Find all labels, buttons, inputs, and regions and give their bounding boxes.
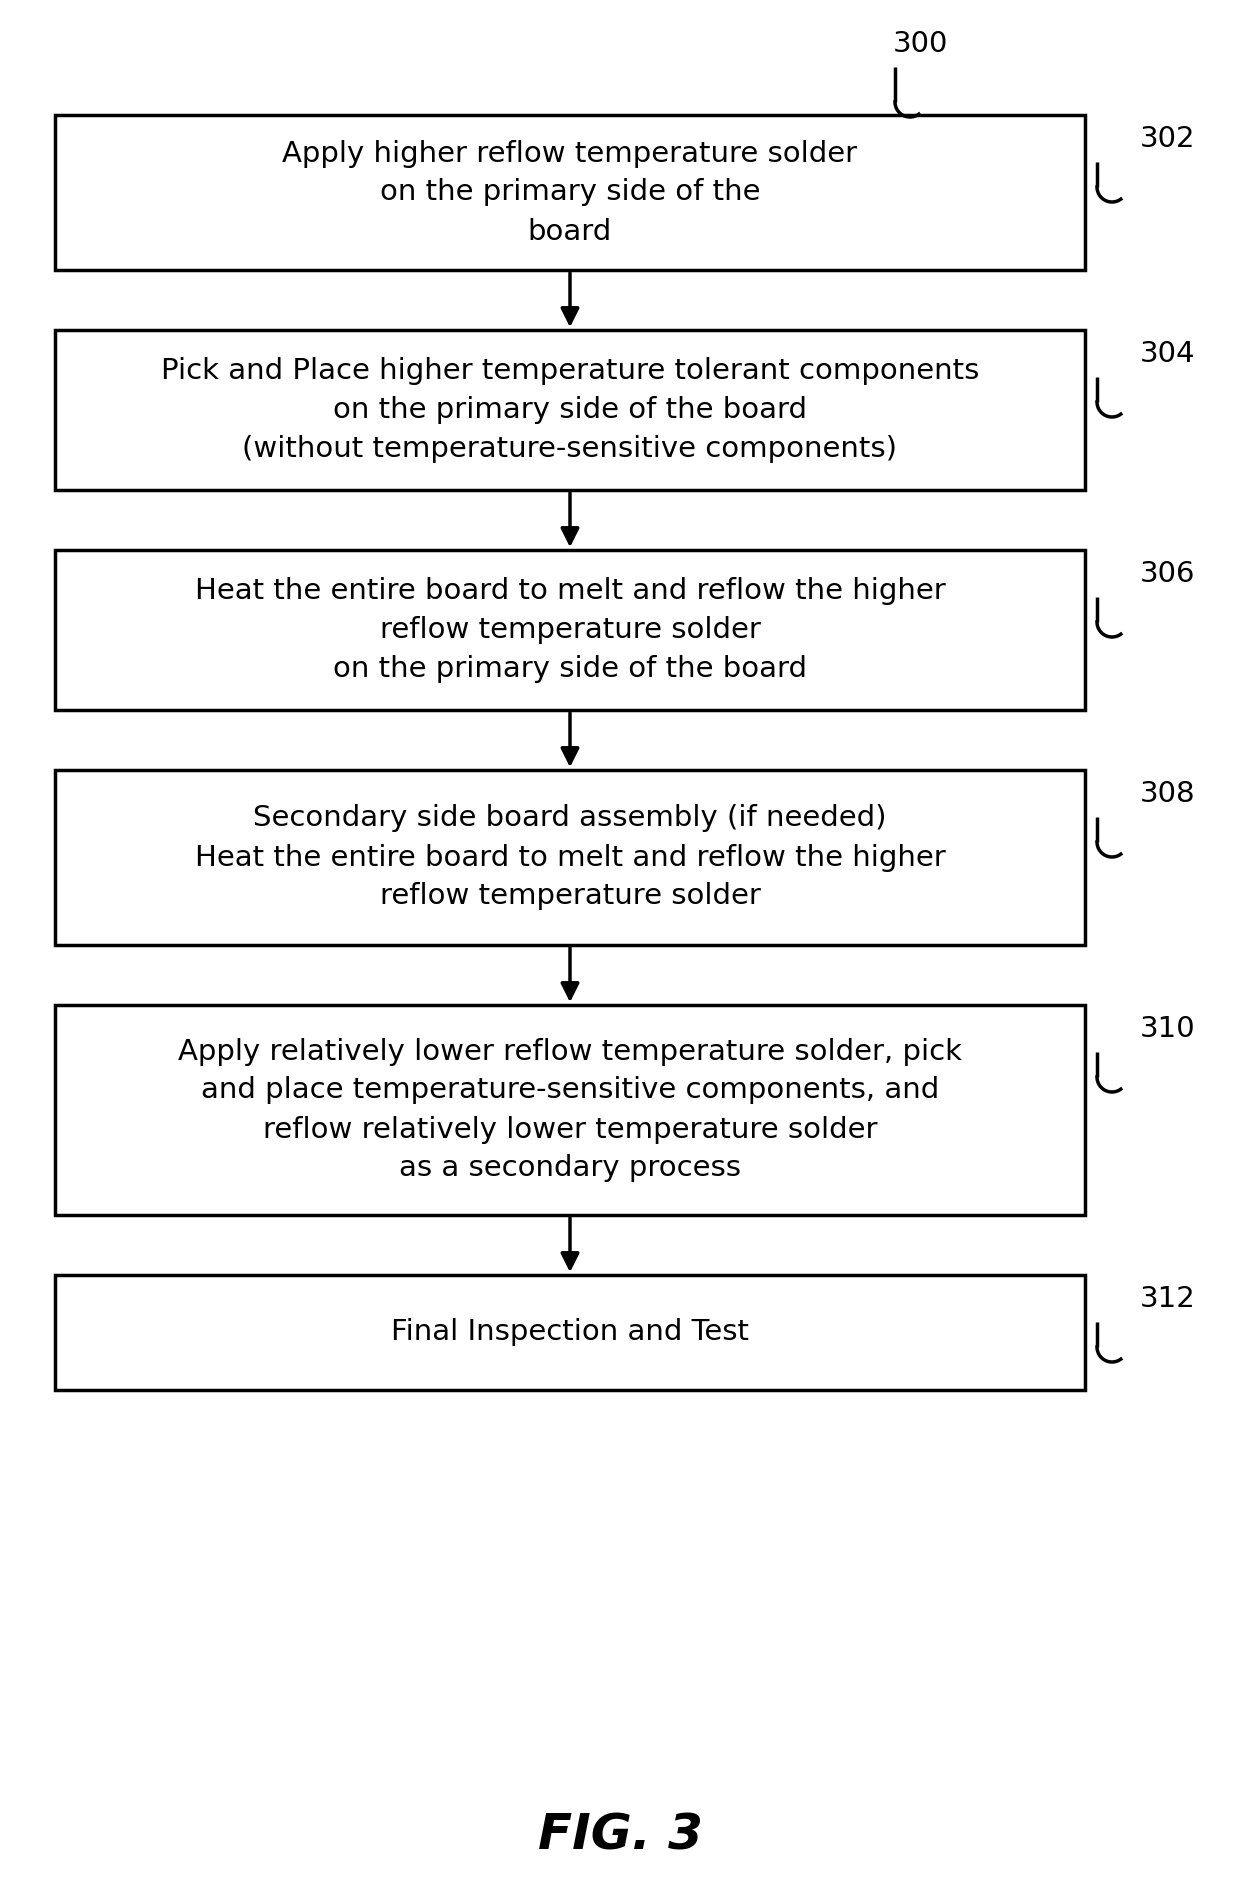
Text: 310: 310 xyxy=(1140,1016,1195,1042)
Bar xyxy=(55,1275,1085,1391)
Text: Apply higher reflow temperature solder
on the primary side of the
board: Apply higher reflow temperature solder o… xyxy=(283,140,858,246)
Text: Pick and Place higher temperature tolerant components
on the primary side of the: Pick and Place higher temperature tolera… xyxy=(161,356,980,462)
Bar xyxy=(55,769,1085,946)
Bar xyxy=(55,550,1085,711)
Text: 312: 312 xyxy=(1140,1285,1195,1313)
Text: 308: 308 xyxy=(1140,781,1195,807)
Text: 302: 302 xyxy=(1140,125,1195,153)
Text: 304: 304 xyxy=(1140,339,1195,368)
Text: Apply relatively lower reflow temperature solder, pick
and place temperature-sen: Apply relatively lower reflow temperatur… xyxy=(179,1037,962,1182)
Text: 306: 306 xyxy=(1140,561,1195,587)
Bar xyxy=(55,330,1085,491)
Bar xyxy=(55,1004,1085,1215)
Text: Secondary side board assembly (if needed)
Heat the entire board to melt and refl: Secondary side board assembly (if needed… xyxy=(195,805,945,910)
Text: 300: 300 xyxy=(893,30,947,59)
Bar xyxy=(55,116,1085,269)
Text: FIG. 3: FIG. 3 xyxy=(538,1812,702,1859)
Text: Final Inspection and Test: Final Inspection and Test xyxy=(391,1319,749,1347)
Text: Heat the entire board to melt and reflow the higher
reflow temperature solder
on: Heat the entire board to melt and reflow… xyxy=(195,576,945,682)
